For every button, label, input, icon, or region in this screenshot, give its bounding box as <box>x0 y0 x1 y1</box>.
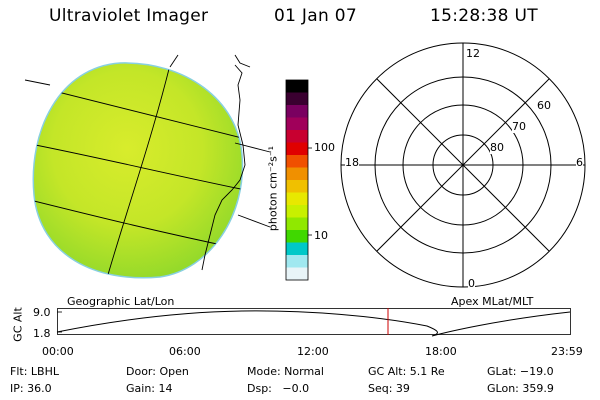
colorbar-segment <box>286 167 308 181</box>
status-ip: IP: 36.0 <box>10 382 52 395</box>
colorbar-tick-100: 100 <box>314 141 335 154</box>
instrument-title: Ultraviolet Imager <box>49 6 209 26</box>
polar-ring-label-80: 80 <box>490 141 504 154</box>
colorbar-segment <box>286 180 308 193</box>
altitude-curve <box>56 310 571 337</box>
colorbar-segment <box>286 230 308 243</box>
colorbar-segment <box>286 92 308 106</box>
polar-label-12: 12 <box>466 47 480 60</box>
colorbar-segment <box>286 142 308 156</box>
uv-image <box>24 54 271 279</box>
colorbar-segment <box>286 192 308 206</box>
colorbar-segment <box>286 217 308 231</box>
time-label: 15:28:38 UT <box>430 6 538 26</box>
lat-line <box>33 139 243 196</box>
lat-line-ext <box>234 142 271 153</box>
orbit-xtick-0: 00:00 <box>42 345 74 358</box>
lon-line-ext <box>169 54 179 68</box>
date-label: 01 Jan 07 <box>274 6 357 26</box>
status-dsp: Dsp: −0.0 <box>247 382 310 395</box>
status-mode: Mode: Normal <box>247 365 324 378</box>
colorbar-segment <box>286 105 308 118</box>
colorbar-segment <box>286 267 308 281</box>
polar-label-18: 18 <box>345 156 359 169</box>
polar-ring-label-70: 70 <box>512 120 526 133</box>
polar-label-6: 6 <box>576 156 583 169</box>
status-gc-alt: GC Alt: 5.1 Re <box>368 365 445 378</box>
lat-line-ext <box>24 79 51 86</box>
colorbar-segment <box>286 155 308 168</box>
polar-label-0: 0 <box>468 277 475 290</box>
status-door: Door: Open <box>126 365 189 378</box>
apex-title: Apex MLat/MLT <box>451 295 534 308</box>
colorbar-segment <box>286 255 308 268</box>
polar-ring-label-60: 60 <box>537 99 551 112</box>
uv-disc <box>32 62 244 279</box>
status-flt: Flt: LBHL <box>10 365 59 378</box>
geo-title: Geographic Lat/Lon <box>67 295 175 308</box>
colorbar-segment <box>286 117 308 131</box>
colorbar <box>285 79 312 281</box>
orbit-xtick-2: 12:00 <box>297 345 329 358</box>
orbit-xtick-3: 18:00 <box>425 345 457 358</box>
colorbar-segment <box>286 205 308 218</box>
status-glat: GLat: −19.0 <box>487 365 554 378</box>
status-seq: Seq: 39 <box>368 382 410 395</box>
orbit-plot <box>56 308 571 337</box>
colorbar-segment <box>286 80 308 93</box>
orbit-y-bottom: 1.8 <box>33 327 51 340</box>
coastline <box>201 64 246 271</box>
status-glon: GLon: 359.9 <box>487 382 554 395</box>
lat-line-ext <box>237 214 271 228</box>
orbit-xtick-1: 06:00 <box>169 345 201 358</box>
lon-line <box>104 64 171 278</box>
orbit-xtick-4: 23:59 <box>551 345 583 358</box>
polar-plot <box>340 42 586 288</box>
coastline <box>234 54 251 68</box>
status-gain: Gain: 14 <box>126 382 173 395</box>
colorbar-segment <box>286 242 308 256</box>
orbit-y-top: 9.0 <box>33 306 51 319</box>
colorbar-tick-10: 10 <box>314 229 328 242</box>
orbit-ylabel: GC Alt <box>11 307 25 342</box>
colorbar-segment <box>286 130 308 143</box>
colorbar-unit-label: photon cm⁻²s⁻¹ <box>266 145 280 232</box>
